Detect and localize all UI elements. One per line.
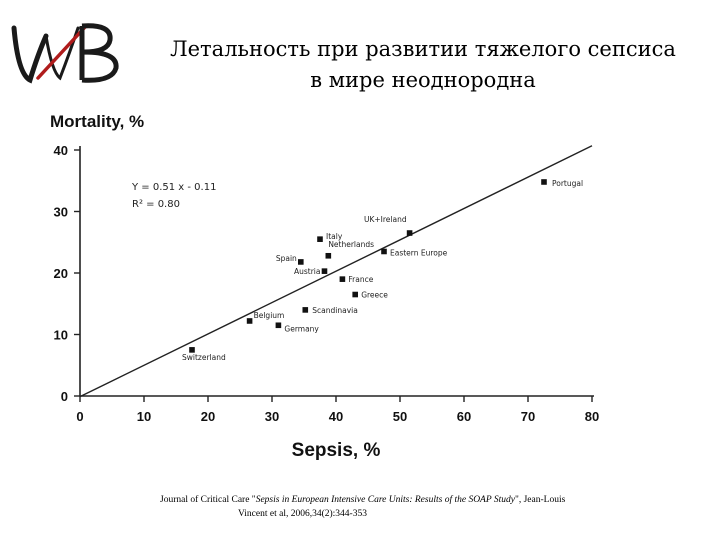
- wb-logo: [11, 23, 119, 84]
- data-point: [339, 276, 346, 282]
- point-label: Austria: [294, 267, 321, 276]
- point-label: Belgium: [254, 311, 285, 320]
- point-label: France: [348, 275, 373, 284]
- data-point: [302, 307, 309, 313]
- point-label: Spain: [276, 254, 297, 263]
- point-label: Netherlands: [328, 240, 374, 249]
- y-tick-label: 20: [54, 266, 68, 281]
- source-line-1: Journal of Critical Care "Sepsis in Euro…: [160, 493, 720, 507]
- r-squared: R² = 0.80: [132, 199, 180, 210]
- page-title: Летальность при развитии тяжелого сепсис…: [128, 34, 718, 96]
- x-tick-label: 10: [137, 409, 151, 424]
- trend-line: [79, 145, 593, 398]
- point-label: UK+Ireland: [364, 215, 407, 224]
- data-point: [317, 236, 323, 242]
- source-article-title: Sepsis in European Intensive Care Units:…: [255, 495, 515, 505]
- data-point: [275, 322, 282, 329]
- point-label: Germany: [284, 324, 319, 333]
- source-citation: Journal of Critical Care "Sepsis in Euro…: [160, 493, 720, 521]
- x-axis-title: Sepsis, %: [292, 440, 381, 461]
- data-point: [189, 347, 195, 353]
- title-line-2: в мире неоднородна: [310, 68, 536, 92]
- y-tick-label: 40: [54, 143, 68, 158]
- y-tick-label: 10: [54, 328, 68, 343]
- y-tick-label: 30: [54, 205, 68, 220]
- data-point: [298, 259, 304, 265]
- data-point: [406, 230, 413, 236]
- x-tick-label: 40: [329, 409, 343, 424]
- y-tick-label: 0: [61, 389, 68, 404]
- title-line-1: Летальность при развитии тяжелого сепсис…: [170, 37, 676, 61]
- regression-line: [79, 145, 593, 398]
- source-prefix: Journal of Critical Care ": [160, 495, 256, 505]
- data-point: [381, 248, 387, 255]
- axes: 0 10 20 30 40 50 60 70 80 0 10 20 30 40: [54, 143, 600, 424]
- x-tick-label: 0: [76, 409, 83, 424]
- data-point: [321, 268, 328, 274]
- point-label: Italy: [326, 232, 343, 241]
- regression-equation: Y = 0.51 x - 0.11: [131, 182, 216, 193]
- x-tick-label: 30: [265, 409, 279, 424]
- data-point: [352, 291, 358, 298]
- data-point: [541, 179, 547, 185]
- point-label: Eastern Europe: [390, 248, 448, 257]
- data-point: [246, 318, 253, 324]
- data-point: [325, 252, 332, 259]
- point-label: Greece: [361, 291, 388, 300]
- point-label: Scandinavia: [312, 306, 358, 315]
- x-tick-label: 80: [585, 409, 599, 424]
- y-axis-title: Mortality, %: [50, 112, 144, 131]
- point-label: Portugal: [552, 179, 583, 188]
- x-tick-label: 60: [457, 409, 471, 424]
- x-tick-label: 20: [201, 409, 215, 424]
- source-suffix: ", Jean-Louis: [514, 495, 566, 505]
- source-line-2: Vincent et al, 2006,34(2):344-353: [238, 509, 367, 519]
- point-label: Switzerland: [182, 353, 226, 362]
- scatter-chart: Mortality, % Sepsis, % 0 10 20 30 40 50 60 70 80…: [50, 112, 600, 461]
- x-tick-label: 70: [521, 409, 535, 424]
- x-tick-label: 50: [393, 409, 407, 424]
